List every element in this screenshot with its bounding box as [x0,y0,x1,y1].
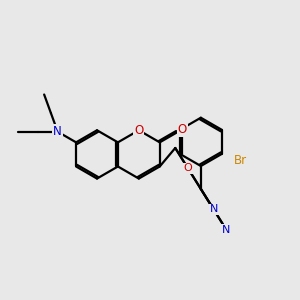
Text: Br: Br [233,154,247,167]
Text: N: N [53,125,62,138]
Text: N: N [222,225,231,235]
Text: N: N [209,204,218,214]
Text: O: O [178,123,187,136]
Text: O: O [184,164,192,173]
Text: O: O [134,124,143,137]
